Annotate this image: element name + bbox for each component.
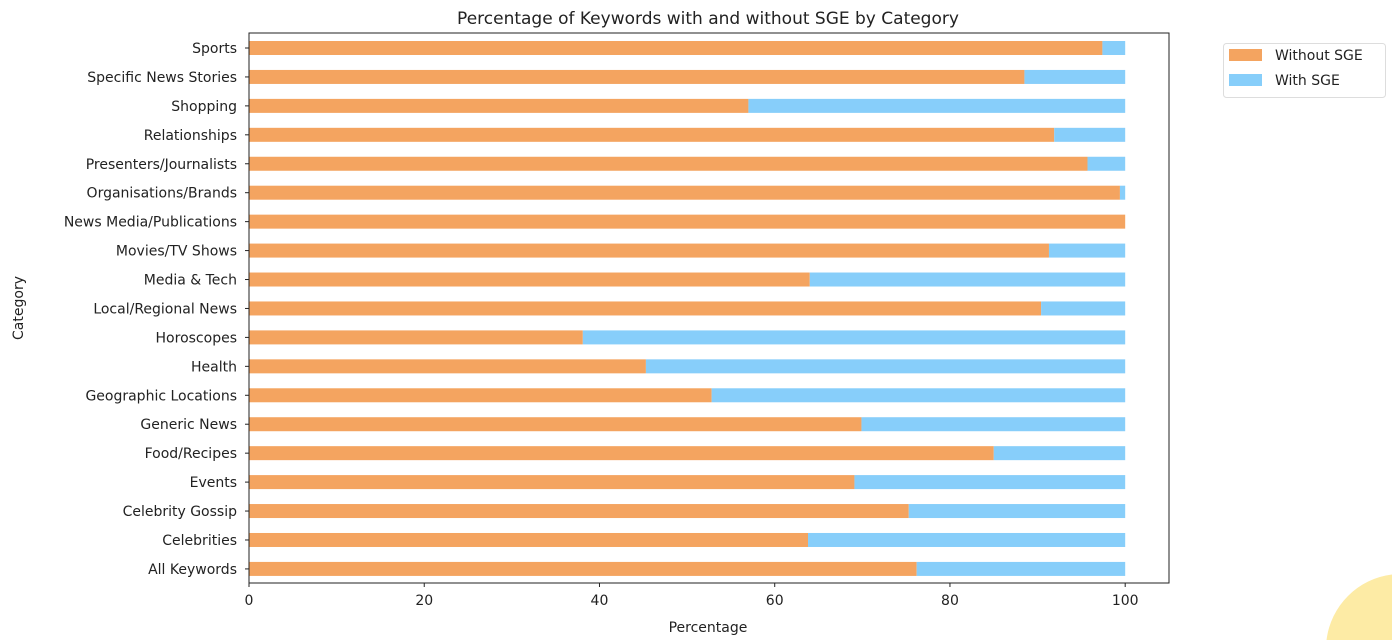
legend: Without SGE With SGE	[1223, 43, 1386, 98]
y-tick-label: Celebrities	[162, 533, 237, 549]
y-tick-label: Horoscopes	[156, 330, 237, 346]
bar-without-sge	[249, 214, 1126, 229]
y-tick-label: Media & Tech	[144, 273, 237, 289]
bar-without-sge	[249, 243, 1049, 258]
bar-with-sge	[916, 561, 1126, 576]
x-axis-label: Percentage	[669, 620, 748, 636]
bar-without-sge	[249, 69, 1025, 84]
y-tick-label: Events	[190, 475, 237, 491]
bar-with-sge	[1048, 243, 1126, 258]
legend-swatch	[1229, 74, 1262, 86]
x-tick-label: 20	[415, 593, 433, 609]
bar-with-sge	[808, 532, 1126, 547]
y-tick-label: Health	[191, 359, 237, 375]
decorative-circle	[1326, 574, 1392, 640]
bar-with-sge	[809, 272, 1126, 287]
legend-label: With SGE	[1275, 73, 1340, 89]
legend-swatch	[1229, 49, 1262, 61]
bar-without-sge	[249, 475, 855, 490]
bar-without-sge	[249, 272, 810, 287]
y-tick-label: News Media/Publications	[64, 215, 237, 231]
y-tick-label: Specific News Stories	[87, 70, 237, 86]
bar-without-sge	[249, 185, 1120, 200]
bar-with-sge	[1024, 69, 1126, 84]
x-tick-label: 0	[245, 593, 254, 609]
bar-with-sge	[1119, 185, 1126, 200]
x-tick-label: 80	[941, 593, 959, 609]
y-tick-label: Celebrity Gossip	[123, 504, 238, 520]
bar-without-sge	[249, 41, 1103, 55]
bar-with-sge	[1087, 156, 1126, 171]
bar-without-sge	[249, 504, 909, 519]
y-tick-label: Presenters/Journalists	[86, 157, 237, 173]
y-tick-label: Sports	[192, 41, 237, 57]
chart-title: Percentage of Keywords with and without …	[457, 9, 959, 29]
bar-without-sge	[249, 301, 1042, 316]
y-axis-label: Category	[11, 276, 27, 340]
bar-without-sge	[249, 127, 1055, 142]
bar-without-sge	[249, 98, 749, 113]
bar-with-sge	[861, 417, 1126, 432]
bar-with-sge	[711, 388, 1126, 403]
y-tick-label: Movies/TV Shows	[116, 244, 237, 260]
bar-without-sge	[249, 532, 809, 547]
bar-with-sge	[854, 475, 1126, 490]
x-tick-label: 40	[591, 593, 609, 609]
bar-without-sge	[249, 330, 583, 345]
bar-without-sge	[249, 156, 1088, 171]
bar-without-sge	[249, 359, 646, 374]
y-tick-label: Local/Regional News	[93, 301, 237, 317]
y-tick-label: Shopping	[171, 99, 237, 115]
bars	[249, 41, 1126, 576]
bar-with-sge	[1041, 301, 1126, 316]
bar-without-sge	[249, 417, 862, 432]
legend-box	[1223, 43, 1386, 98]
axes: Sports Specific News Stories Shopping Relat…	[64, 32, 1170, 609]
bar-without-sge	[249, 446, 994, 461]
bar-with-sge	[993, 446, 1126, 461]
bar-with-sge	[748, 98, 1126, 113]
y-tick-label: All Keywords	[148, 562, 237, 578]
bar-without-sge	[249, 388, 712, 403]
y-tick-label: Geographic Locations	[85, 388, 237, 404]
y-tick-label: Generic News	[140, 417, 237, 433]
bar-with-sge	[1054, 127, 1126, 142]
legend-label: Without SGE	[1275, 48, 1363, 64]
bar-with-sge	[582, 330, 1126, 345]
bar-with-sge	[645, 359, 1126, 374]
y-tick-label: Relationships	[144, 128, 237, 144]
x-tick-label: 60	[766, 593, 784, 609]
axes-frame	[248, 32, 1170, 584]
bar-with-sge	[1102, 41, 1126, 55]
y-tick-label: Organisations/Brands	[87, 186, 237, 202]
bar-without-sge	[249, 561, 917, 576]
x-tick-label: 100	[1112, 593, 1139, 609]
y-tick-label: Food/Recipes	[145, 446, 237, 462]
bar-with-sge	[908, 504, 1126, 519]
